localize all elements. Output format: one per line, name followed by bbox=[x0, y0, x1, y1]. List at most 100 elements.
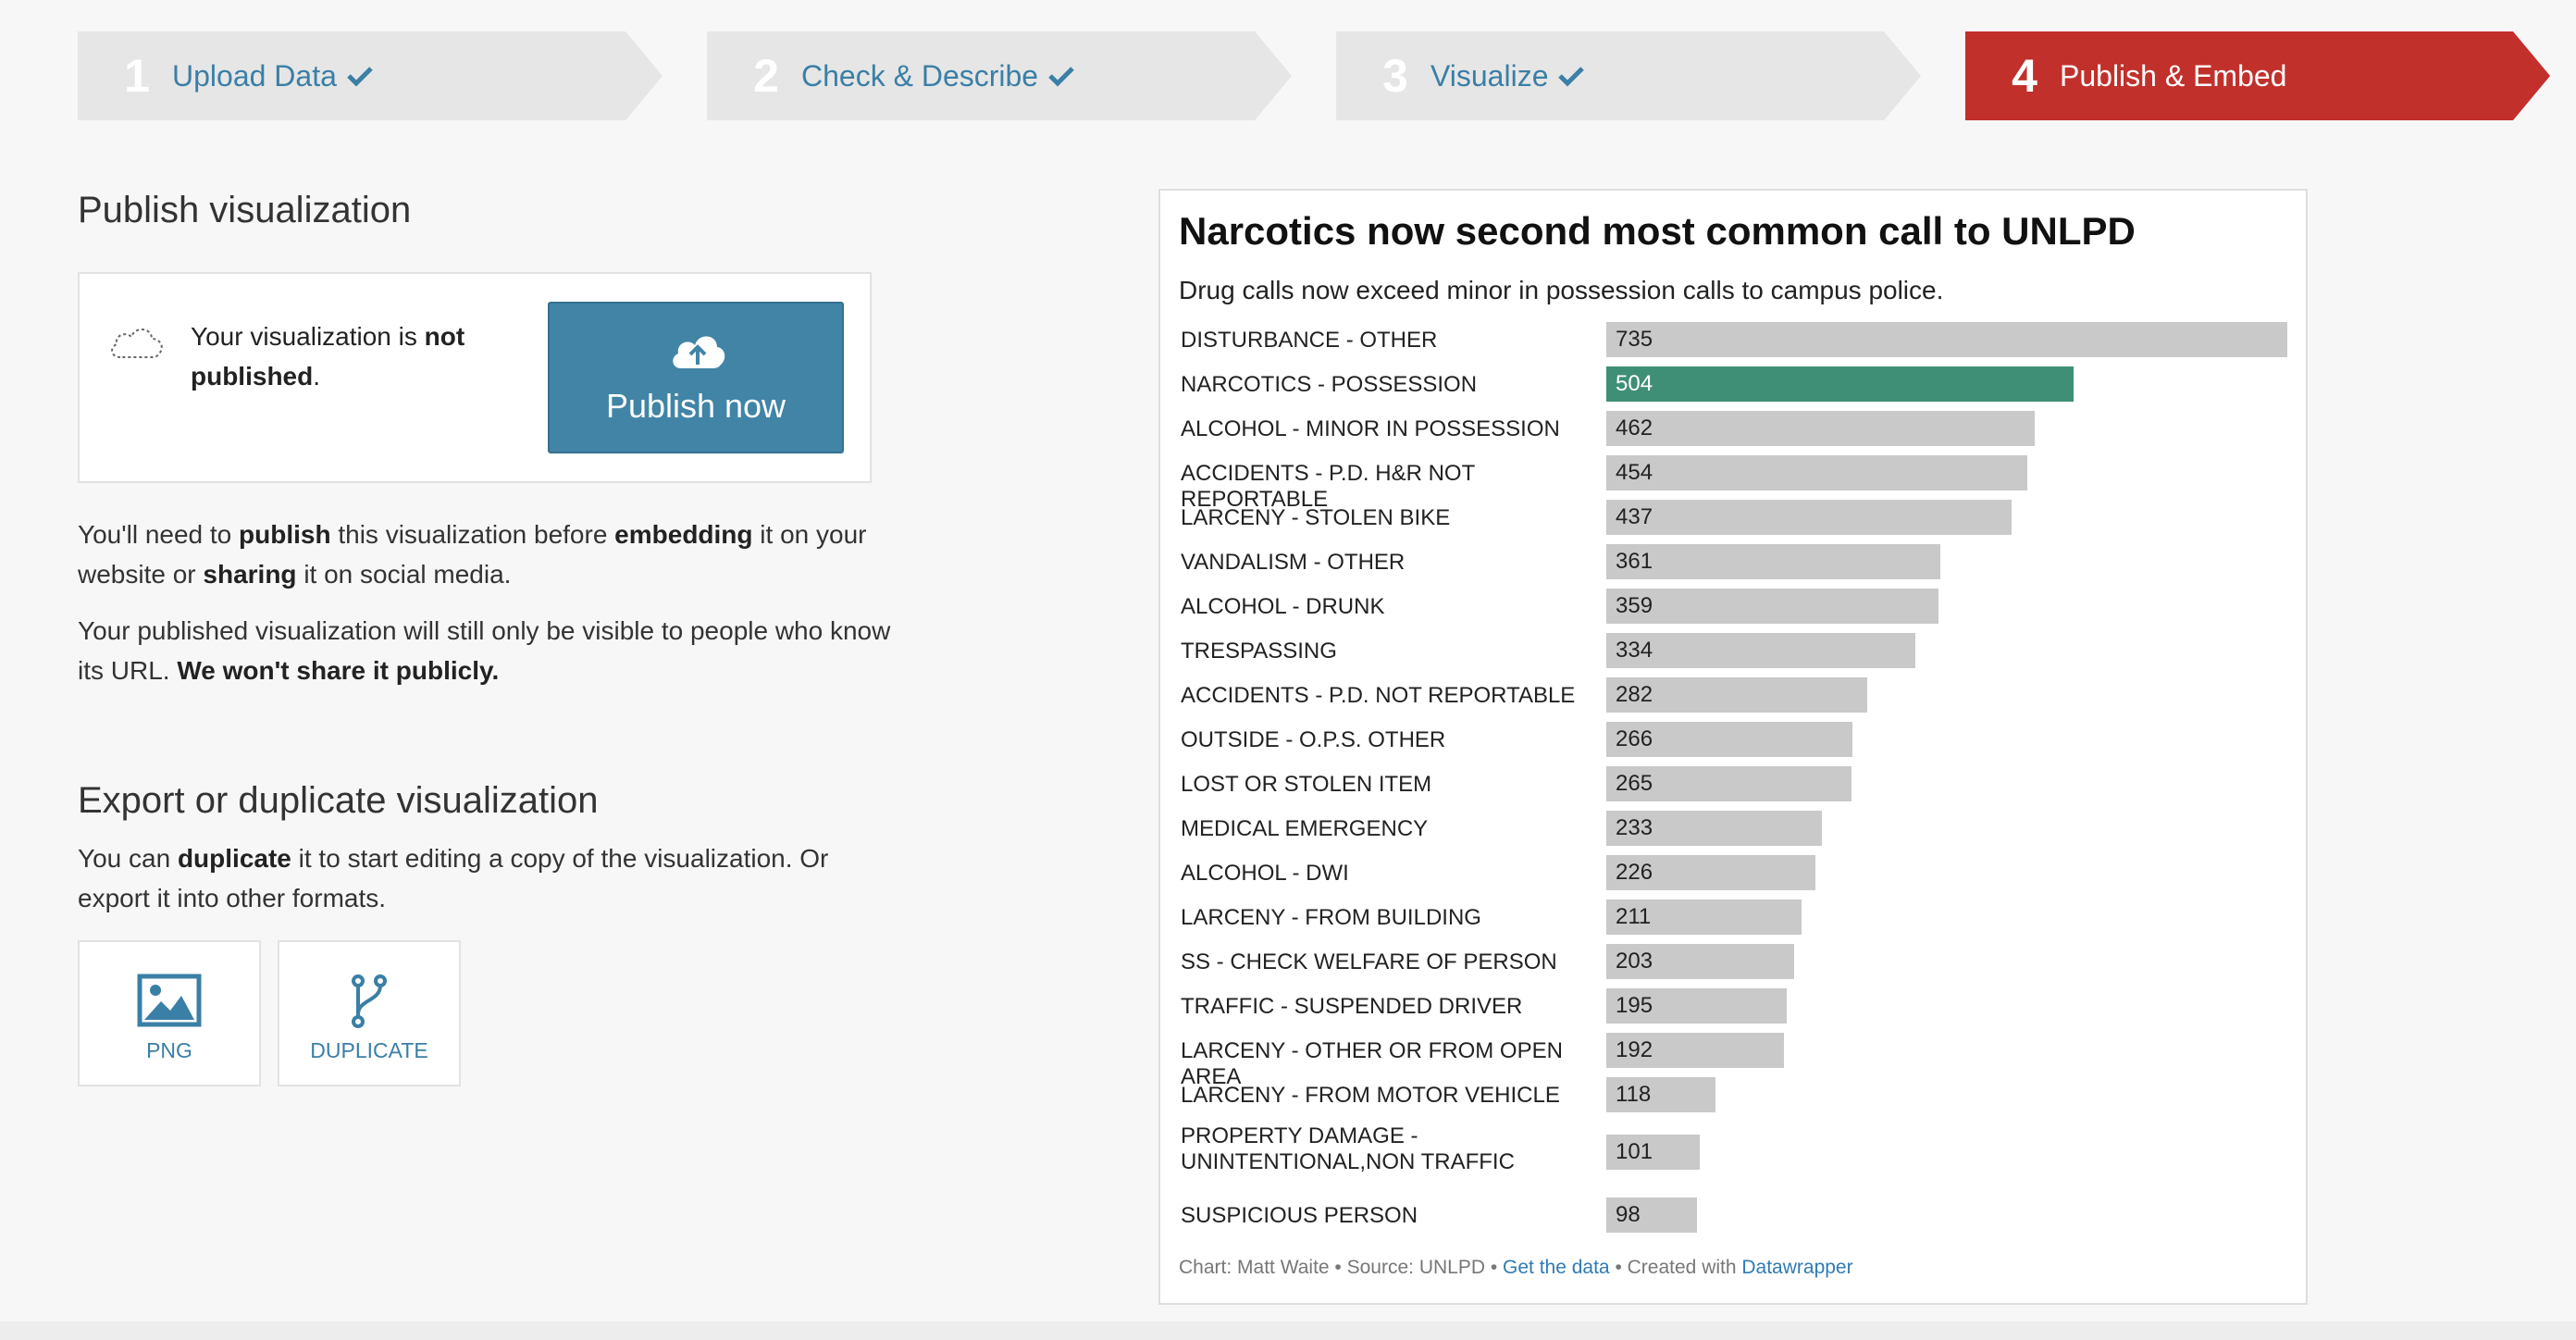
chart-row: TRAFFIC - SUSPENDED DRIVER 195 bbox=[1160, 988, 2308, 1033]
chart-bar bbox=[1606, 811, 1822, 846]
chart-bar bbox=[1606, 1135, 1700, 1170]
chart-row: LARCENY - FROM BUILDING 211 bbox=[1160, 900, 2308, 944]
chart-value-label: 359 bbox=[1616, 593, 1653, 618]
chart-row: SUSPICIOUS PERSON 98 bbox=[1160, 1197, 2308, 1242]
checkmark-icon bbox=[1557, 65, 1585, 87]
chart-row: MEDICAL EMERGENCY 233 bbox=[1160, 811, 2308, 855]
step-label: Publish & Embed bbox=[2060, 58, 2287, 93]
chart-row: DISTURBANCE - OTHER 735 bbox=[1160, 322, 2308, 366]
chart-bar bbox=[1606, 855, 1815, 890]
text: Your published visualization will still … bbox=[78, 616, 891, 685]
branch-icon bbox=[352, 974, 387, 1028]
chart-row: LARCENY - FROM MOTOR VEHICLE 118 bbox=[1160, 1077, 2308, 1122]
chart-value-label: 98 bbox=[1616, 1202, 1641, 1227]
chart-row: LARCENY - OTHER OR FROM OPEN AREA 192 bbox=[1160, 1033, 2308, 1089]
publish-heading: Publish visualization bbox=[78, 190, 412, 230]
chart-category-label: PROPERTY DAMAGE - UNINTENTIONAL,NON TRAF… bbox=[1181, 1123, 1515, 1174]
chart-value-label: 437 bbox=[1616, 504, 1653, 529]
step-number: 3 bbox=[1382, 50, 1408, 102]
chart-category-label: TRESPASSING bbox=[1181, 639, 1337, 664]
chart-value-label: 265 bbox=[1616, 771, 1653, 796]
checkmark-icon bbox=[1047, 65, 1075, 87]
publish-now-button[interactable]: Publish now bbox=[548, 302, 844, 453]
chart-bar bbox=[1606, 500, 2012, 535]
publish-info-text: You'll need to publish this visualizatio… bbox=[78, 515, 892, 594]
text-bold: duplicate bbox=[177, 844, 291, 873]
status-prefix: Your visualization is bbox=[191, 322, 425, 351]
chart-row: ALCOHOL - DWI 226 bbox=[1160, 855, 2308, 900]
chart-bar bbox=[1606, 722, 1852, 757]
chart-category-label: DISTURBANCE - OTHER bbox=[1181, 328, 1438, 353]
chart-bar bbox=[1606, 766, 1852, 801]
step-label: Upload Data bbox=[172, 58, 337, 93]
chart-category-label: LARCENY - FROM BUILDING bbox=[1181, 905, 1481, 930]
publish-visibility-text: Your published visualization will still … bbox=[78, 611, 892, 690]
chart-row: PROPERTY DAMAGE - UNINTENTIONAL,NON TRAF… bbox=[1160, 1122, 2308, 1183]
chart-category-label: ALCOHOL - DRUNK bbox=[1181, 594, 1385, 619]
chart-row: LOST OR STOLEN ITEM 265 bbox=[1160, 766, 2308, 811]
chart-category-label: ACCIDENTS - P.D. H&R NOT REPORTABLE bbox=[1181, 461, 1475, 512]
step-upload-data[interactable]: 1 Upload Data bbox=[78, 31, 663, 120]
text: it to start editing a copy of the visual… bbox=[78, 844, 829, 912]
chart-row: SS - CHECK WELFARE OF PERSON 203 bbox=[1160, 944, 2308, 988]
chart-bar bbox=[1606, 1033, 1784, 1068]
chart-category-label: LOST OR STOLEN ITEM bbox=[1181, 772, 1432, 797]
chart-bar bbox=[1606, 411, 2035, 446]
step-number: 2 bbox=[753, 50, 779, 102]
step-visualize[interactable]: 3 Visualize bbox=[1336, 31, 1921, 120]
chart-value-label: 282 bbox=[1616, 682, 1653, 707]
export-info-text: You can duplicate it to start editing a … bbox=[78, 838, 892, 918]
export-png-button[interactable]: PNG bbox=[78, 940, 261, 1086]
chart-category-label: LARCENY - FROM MOTOR VEHICLE bbox=[1181, 1083, 1560, 1108]
step-number: 1 bbox=[124, 50, 150, 102]
chart-category-label: LARCENY - STOLEN BIKE bbox=[1181, 505, 1451, 530]
text-bold: publish bbox=[239, 520, 331, 549]
step-label: Visualize bbox=[1430, 58, 1549, 93]
chart-bar bbox=[1606, 1197, 1697, 1233]
step-number: 4 bbox=[2012, 50, 2037, 102]
chart-category-label: SUSPICIOUS PERSON bbox=[1181, 1203, 1418, 1228]
status-suffix: . bbox=[313, 362, 321, 391]
chart-row: ALCOHOL - MINOR IN POSSESSION 462 bbox=[1160, 411, 2308, 455]
chart-row: ACCIDENTS - P.D. NOT REPORTABLE 282 bbox=[1160, 677, 2308, 722]
publish-now-label: Publish now bbox=[605, 387, 786, 425]
checkmark-icon bbox=[346, 65, 374, 87]
chart-value-label: 203 bbox=[1616, 949, 1653, 974]
chart-bar bbox=[1606, 944, 1794, 979]
text: You can bbox=[78, 844, 178, 873]
chart-row: NARCOTICS - POSSESSION 504 bbox=[1160, 366, 2308, 411]
chart-value-label: 735 bbox=[1616, 327, 1653, 352]
chart-bar bbox=[1606, 988, 1787, 1024]
chart-value-label: 504 bbox=[1616, 371, 1653, 396]
chart-category-label: LARCENY - OTHER OR FROM OPEN AREA bbox=[1181, 1038, 1563, 1089]
chart-row: LARCENY - STOLEN BIKE 437 bbox=[1160, 500, 2308, 544]
step-label: Check & Describe bbox=[801, 58, 1039, 93]
chart-bar bbox=[1606, 366, 2074, 402]
chart-category-label: ACCIDENTS - P.D. NOT REPORTABLE bbox=[1181, 683, 1576, 708]
step-publish-embed[interactable]: 4 Publish & Embed bbox=[1965, 31, 2550, 120]
chart-subtitle: Drug calls now exceed minor in possessio… bbox=[1179, 276, 1944, 304]
duplicate-button[interactable]: DUPLICATE bbox=[278, 940, 461, 1086]
chart-row: ALCOHOL - DRUNK 359 bbox=[1160, 589, 2308, 633]
datawrapper-link[interactable]: Datawrapper bbox=[1741, 1257, 1853, 1278]
publish-status-text: Your visualization is not published. bbox=[191, 316, 487, 396]
chart-footer-mid: • Created with bbox=[1609, 1257, 1742, 1278]
step-check-describe[interactable]: 2 Check & Describe bbox=[707, 31, 1292, 120]
text-bold: We won't share it publicly. bbox=[177, 656, 500, 685]
chart-bar bbox=[1606, 455, 2027, 490]
chart-title: Narcotics now second most common call to… bbox=[1179, 209, 2136, 253]
chart-row: TRESPASSING 334 bbox=[1160, 633, 2308, 677]
chart-value-label: 195 bbox=[1616, 993, 1653, 1018]
get-the-data-link[interactable]: Get the data bbox=[1503, 1257, 1610, 1278]
chart-value-label: 101 bbox=[1616, 1139, 1653, 1164]
cloud-icon bbox=[111, 329, 163, 358]
chart-row: VANDALISM - OTHER 361 bbox=[1160, 544, 2308, 589]
chart-footer: Chart: Matt Waite • Source: UNLPD • Get … bbox=[1179, 1257, 1853, 1279]
chart-bar bbox=[1606, 900, 1802, 935]
chart-value-label: 226 bbox=[1616, 860, 1653, 885]
chart-bar bbox=[1606, 1077, 1715, 1112]
chart-bar bbox=[1606, 677, 1867, 713]
chart-bar bbox=[1606, 633, 1915, 668]
chart-bar bbox=[1606, 322, 2287, 357]
text-bold: sharing bbox=[203, 560, 297, 589]
